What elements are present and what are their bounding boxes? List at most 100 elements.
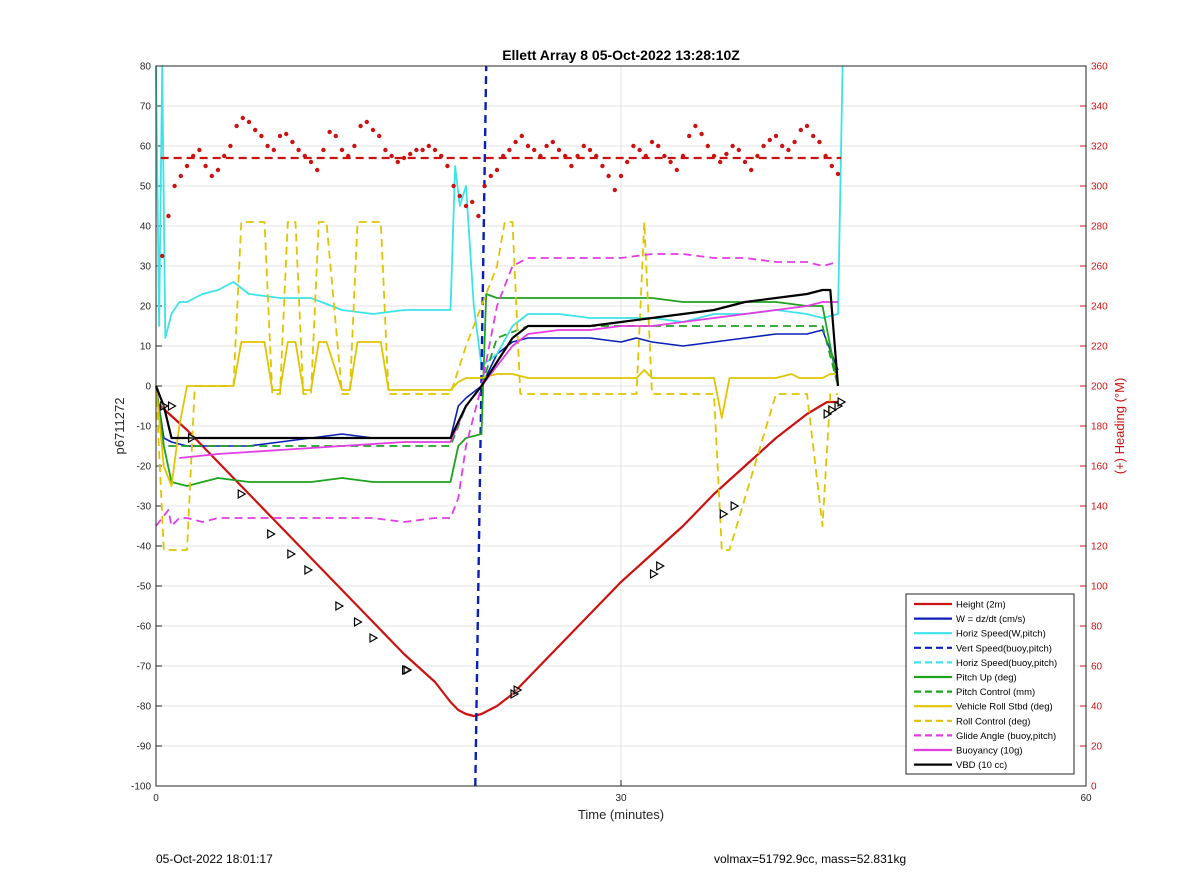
heading-point [606,173,611,179]
heading-point [253,127,258,133]
heading-point [265,143,270,149]
heading-point [780,143,785,149]
heading-point [835,171,841,177]
heading-point [786,147,791,153]
heading-point [290,139,295,145]
heading-point [377,133,382,139]
y-tick-label: 70 [140,102,152,113]
heading-point [724,151,729,157]
y-tick-label: -60 [137,622,152,633]
left-y-axis-ticks: 80 70 60 50 40 30 20 10 0 -10 -20 -30 -40 -50 -60 -70 -8… [131,62,162,793]
heading-group [160,115,842,259]
y2-tick-label: 0 [1091,782,1097,793]
heading-point [513,139,518,145]
y2-tick-label: 360 [1091,62,1108,73]
heading-point [222,153,227,159]
y-tick-label: -70 [137,662,152,673]
y-tick-label: 10 [140,342,152,353]
heading-point [234,123,239,129]
heading-point [587,147,593,153]
y-tick-label: 80 [140,62,152,73]
y-tick-label: 40 [140,222,152,233]
heading-point [736,147,741,153]
y2-tick-label: 20 [1091,742,1103,753]
descent-marker [369,632,379,644]
heading-point [811,133,816,139]
descent-marker [730,500,740,512]
y2-tick-label: 80 [1091,622,1103,633]
y2-tick-label: 200 [1091,382,1108,393]
legend-label: Height (2m) [956,600,1006,611]
heading-point [761,143,766,149]
heading-point [339,147,345,153]
legend-label: Pitch Up (deg) [956,673,1017,684]
heading-point [532,147,537,153]
heading-point [284,131,289,137]
heading-point [432,147,438,153]
heading-point [507,147,512,153]
heading-point [184,163,190,169]
y-tick-label: -50 [137,582,152,593]
chart-title: Ellett Array 8 05-Oct-2022 13:28:10Z [502,47,740,63]
y-tick-label: -100 [131,782,151,793]
legend-label: Horiz Speed(buoy,pitch) [956,658,1057,669]
heading-point [445,163,450,169]
heading-point [755,153,760,159]
heading-point [178,173,183,179]
heading-point [538,153,543,159]
heading-point [798,127,803,133]
heading-point [197,147,202,153]
heading-point [631,143,636,149]
x-tick-label: 60 [1080,793,1092,804]
descent-marker [160,400,169,412]
heading-point [228,143,233,149]
y-tick-label: -10 [137,422,152,433]
heading-point [501,153,506,159]
descent-marker [335,600,345,612]
heading-point [674,167,679,173]
y2-tick-label: 280 [1091,222,1108,233]
heading-point [618,173,624,179]
heading-point [749,167,754,173]
heading-point [470,199,475,205]
heading-point [730,143,735,149]
heading-point [401,155,407,161]
y2-tick-label: 260 [1091,262,1108,273]
y-tick-label: 30 [140,262,152,273]
y2-tick-label: 180 [1091,422,1108,433]
heading-point [488,173,493,179]
series-line-glide-angle-buoy-pitch- [155,253,839,527]
descent-marker [287,548,297,560]
heading-point [804,123,810,129]
heading-point [699,131,704,137]
series-line-buoyancy-10g- [179,301,838,459]
y-tick-label: 0 [145,382,151,393]
descent-marker [828,404,838,416]
heading-point [240,115,245,121]
heading-point [680,153,686,159]
heading-point [525,143,531,149]
heading-point [395,159,400,165]
descent-marker [237,488,247,500]
legend-box [905,593,1075,775]
x-axis-label: Time (minutes) [578,807,664,822]
heading-point [519,133,524,139]
heading-point [817,139,822,145]
heading-point [569,163,574,169]
heading-point [302,153,307,159]
y2-tick-label: 60 [1091,662,1103,673]
heading-point [649,139,655,145]
heading-point [476,213,481,219]
legend: Height (2m) W = dz/dt (cm/s) Horiz Speed(W… [905,593,1075,775]
heading-point [792,139,797,145]
heading-point [364,119,369,125]
heading-point [550,139,555,145]
heading-point [358,123,363,129]
heading-point [203,163,208,169]
descent-marker [823,408,833,420]
heading-point [705,143,710,149]
heading-point [271,147,276,153]
y2-tick-label: 40 [1091,702,1103,713]
heading-point [767,137,772,143]
y-tick-label: -40 [137,542,152,553]
